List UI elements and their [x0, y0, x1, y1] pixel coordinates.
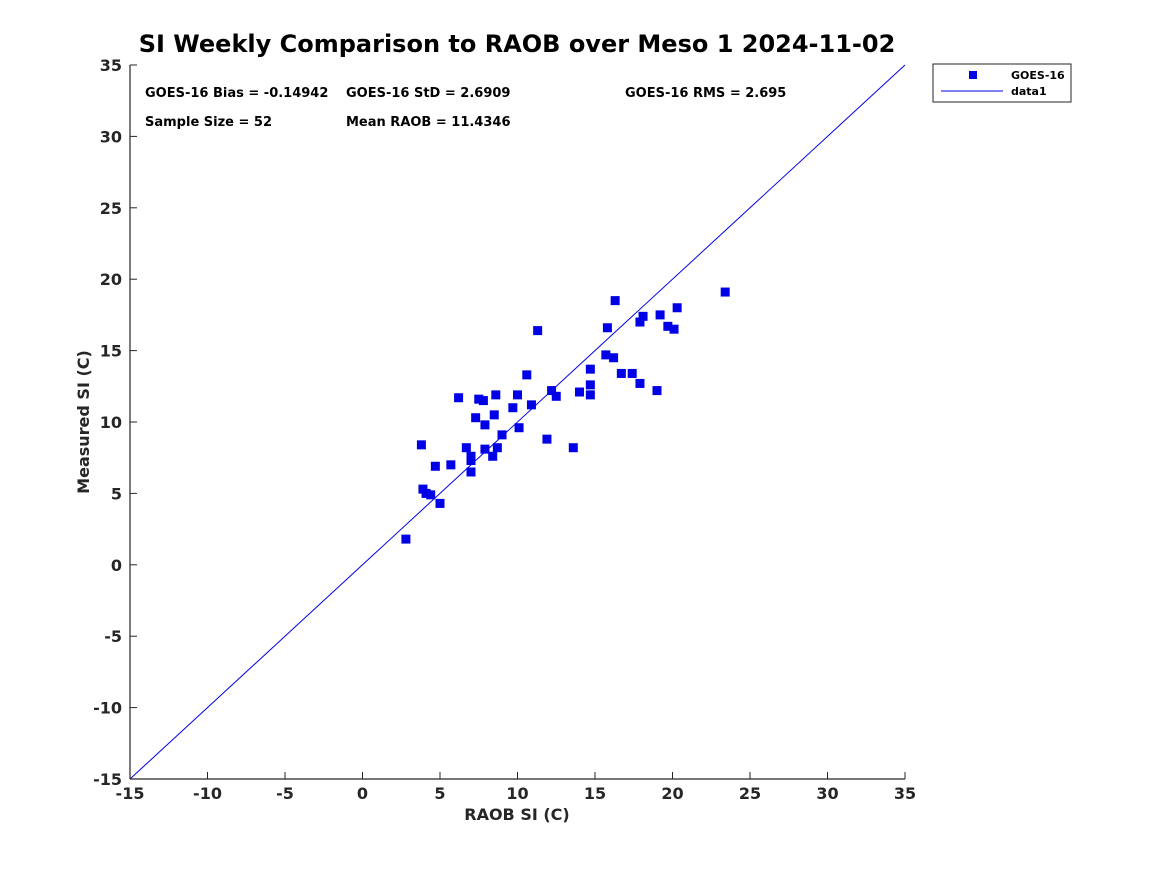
data-point [514, 423, 524, 433]
data-point [568, 443, 578, 453]
x-tick-label: 30 [816, 784, 838, 803]
data-point [602, 323, 612, 333]
data-point [627, 368, 637, 378]
x-tick-label: 10 [506, 784, 528, 803]
x-tick-label: -10 [193, 784, 222, 803]
x-tick-label: -5 [276, 784, 294, 803]
y-tick-label: -10 [93, 699, 122, 718]
series-line-data1 [129, 64, 906, 780]
data-point [426, 490, 436, 500]
data-point [720, 287, 730, 297]
x-tick-label: 20 [661, 784, 683, 803]
y-tick-label: 30 [100, 127, 122, 146]
data-point [454, 393, 464, 403]
y-tick-label: 0 [111, 556, 122, 575]
data-point [635, 317, 645, 327]
data-point [430, 461, 440, 471]
data-point [480, 420, 490, 430]
y-tick-label: 20 [100, 270, 122, 289]
y-tick-label: 5 [111, 484, 122, 503]
data-point [533, 326, 543, 336]
legend-label-data1: data1 [1011, 85, 1047, 98]
data-points-layer [401, 287, 730, 544]
y-tick-label: 15 [100, 342, 122, 361]
x-axis-label: RAOB SI (C) [464, 805, 569, 824]
y-tick-label: 35 [100, 56, 122, 75]
x-tick-label: 35 [894, 784, 916, 803]
data-point [435, 498, 445, 508]
data-point [616, 368, 626, 378]
x-ticks: -15 -10 -5 0 5 10 15 20 25 30 35 [116, 772, 916, 803]
data-point [513, 390, 522, 400]
mean-raob-annotation: Mean RAOB = 11.4346 [346, 115, 511, 130]
data-point [551, 391, 561, 401]
data-point [542, 434, 552, 444]
data-point [585, 380, 595, 390]
y-tick-label: 10 [100, 413, 122, 432]
data-point [489, 410, 499, 420]
bias-annotation: GOES-16 Bias = -0.14942 [145, 86, 328, 101]
x-tick-label: 0 [357, 784, 368, 803]
legend-box [932, 63, 1072, 103]
x-tick-label: 5 [434, 784, 445, 803]
legend-label-goes16: GOES-16 [1011, 69, 1065, 82]
data-point [585, 364, 595, 374]
sample-size-annotation: Sample Size = 52 [145, 115, 272, 130]
rms-annotation: GOES-16 RMS = 2.695 [625, 86, 786, 101]
data-point [526, 400, 536, 410]
data-point [466, 456, 476, 466]
data-point [508, 403, 518, 413]
y-tick-label: -5 [104, 627, 122, 646]
data-point [610, 296, 620, 306]
data-point [492, 443, 502, 453]
data-point [461, 443, 471, 453]
data-point [609, 353, 619, 363]
y-axis-label: Measured SI (C) [74, 350, 93, 494]
data-point [491, 390, 501, 400]
data-point [474, 394, 484, 404]
data-point [421, 488, 431, 498]
data-point [466, 467, 476, 477]
legend-marker-goes16 [969, 71, 977, 79]
y-ticks: -15 -10 -5 0 5 10 15 20 25 30 35 [93, 56, 137, 789]
legend: GOES-16 data1 [932, 63, 1072, 103]
data-point [446, 460, 456, 470]
data-point [488, 451, 498, 461]
data-point [416, 440, 426, 450]
data-point [575, 387, 584, 397]
data-point [401, 534, 411, 544]
chart-title: SI Weekly Comparison to RAOB over Meso 1… [139, 30, 896, 58]
reference-line-layer [129, 64, 906, 780]
data-point [478, 396, 488, 406]
data-point [480, 444, 490, 454]
data-point [655, 310, 665, 320]
data-point [585, 390, 595, 400]
data-point [547, 386, 557, 396]
data-point [497, 430, 507, 440]
x-tick-label: -15 [116, 784, 145, 803]
data-point [601, 350, 611, 360]
data-point [663, 321, 673, 331]
data-point [638, 311, 648, 321]
data-point [652, 386, 662, 396]
data-point [635, 378, 645, 388]
x-tick-label: 25 [739, 784, 761, 803]
y-tick-label: -15 [93, 770, 122, 789]
data-point [522, 370, 532, 380]
std-annotation: GOES-16 StD = 2.6909 [346, 86, 510, 101]
data-point [669, 324, 679, 334]
data-point [672, 303, 682, 313]
y-tick-label: 25 [100, 199, 122, 218]
x-tick-label: 15 [584, 784, 606, 803]
data-point [471, 413, 481, 423]
